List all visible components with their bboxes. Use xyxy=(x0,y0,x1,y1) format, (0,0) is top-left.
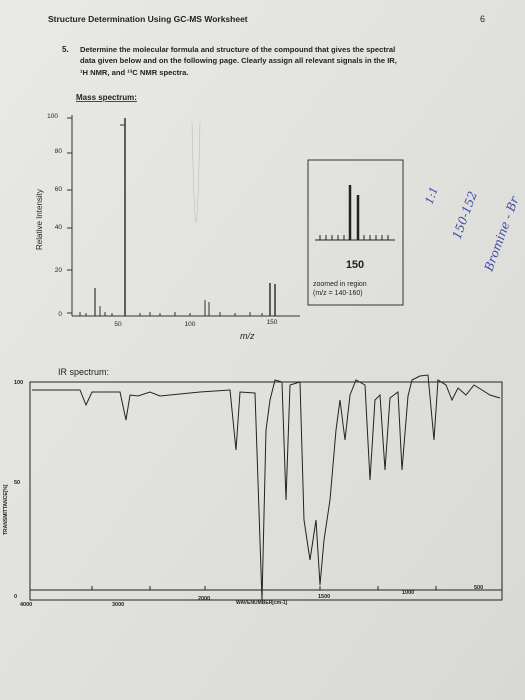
question-number: 5. xyxy=(62,45,69,54)
ms-x-tick-label: 100 xyxy=(185,321,196,328)
question-line: data given below and on the following pa… xyxy=(80,56,397,65)
ms-plot xyxy=(67,115,300,317)
inset-peak-label: 150 xyxy=(346,259,364,271)
ms-y-tick-label: 20 xyxy=(55,267,63,274)
ms-y-tick-label: 40 xyxy=(55,224,63,231)
handwritten-note: 1:1 xyxy=(423,185,441,206)
question-line: ¹H NMR, and ¹³C NMR spectra. xyxy=(80,68,188,77)
ir-y-tick-label: 0 xyxy=(14,594,17,600)
ir-heading: IR spectrum: xyxy=(58,367,109,377)
ms-y-tick-label: 0 xyxy=(58,311,62,318)
ms-y-tick-label: 60 xyxy=(55,186,63,193)
ms-inset xyxy=(307,159,404,306)
ir-x-label: WAVENUMBER[cm-1] xyxy=(236,600,288,606)
page-number: 6 xyxy=(480,14,485,24)
ms-y-label: Relative Intensity xyxy=(35,189,44,250)
ir-y-tick-label: 100 xyxy=(14,380,23,386)
ir-x-tick-label: 3000 xyxy=(112,602,124,608)
ir-x-tick-label: 1000 xyxy=(402,590,414,596)
ms-x-tick-label: 150 xyxy=(267,319,278,326)
ir-x-tick-label: 2000 xyxy=(198,596,210,602)
ir-y-tick-label: 50 xyxy=(14,480,20,486)
ms-x-label: m/z xyxy=(240,331,255,341)
ir-y-label: TRANSMITTANCE[%] xyxy=(3,484,9,535)
ms-y-tick-label: 100 xyxy=(47,113,58,120)
inset-range: (m/z = 140-160) xyxy=(313,290,363,297)
header-title: Structure Determination Using GC-MS Work… xyxy=(48,14,248,24)
question-line: Determine the molecular formula and stru… xyxy=(80,45,395,54)
ms-x-tick-label: 50 xyxy=(114,321,122,328)
ir-x-tick-label: 1500 xyxy=(318,594,330,600)
ms-y-tick-label: 80 xyxy=(55,148,63,155)
ir-plot xyxy=(29,374,503,601)
inset-caption: zoomed in region xyxy=(313,281,367,288)
ms-heading: Mass spectrum: xyxy=(76,93,137,102)
ir-x-tick-label: 4000 xyxy=(20,602,32,608)
ir-x-tick-label: 500 xyxy=(474,585,483,591)
